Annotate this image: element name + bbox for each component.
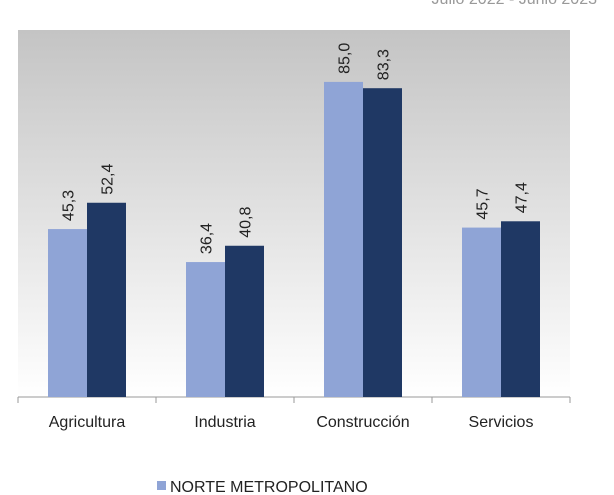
x-tick-label: Industria (194, 414, 255, 431)
data-label: 36,4 (199, 223, 216, 254)
bar (186, 262, 225, 397)
x-tick-label: Construcción (316, 414, 409, 431)
data-label: 45,7 (475, 188, 492, 219)
data-label: 47,4 (514, 182, 531, 213)
bar (87, 202, 126, 397)
bar (363, 88, 402, 397)
legend-label: NORTE METROPOLITANO (170, 479, 368, 495)
bar (501, 221, 540, 397)
legend-swatch (157, 481, 166, 490)
x-tick-label: Agricultura (49, 414, 126, 431)
bar (225, 245, 264, 397)
data-label: 85,0 (337, 43, 354, 74)
data-label: 45,3 (61, 190, 78, 221)
bar (48, 229, 87, 397)
x-tick-label: Servicios (469, 414, 534, 431)
data-label: 52,4 (100, 164, 117, 195)
data-label: 83,3 (376, 49, 393, 80)
data-label: 40,8 (238, 207, 255, 238)
bar (462, 227, 501, 397)
chart-subtitle: Julio 2022 - Junio 2023 (432, 0, 598, 8)
bar (324, 81, 363, 397)
